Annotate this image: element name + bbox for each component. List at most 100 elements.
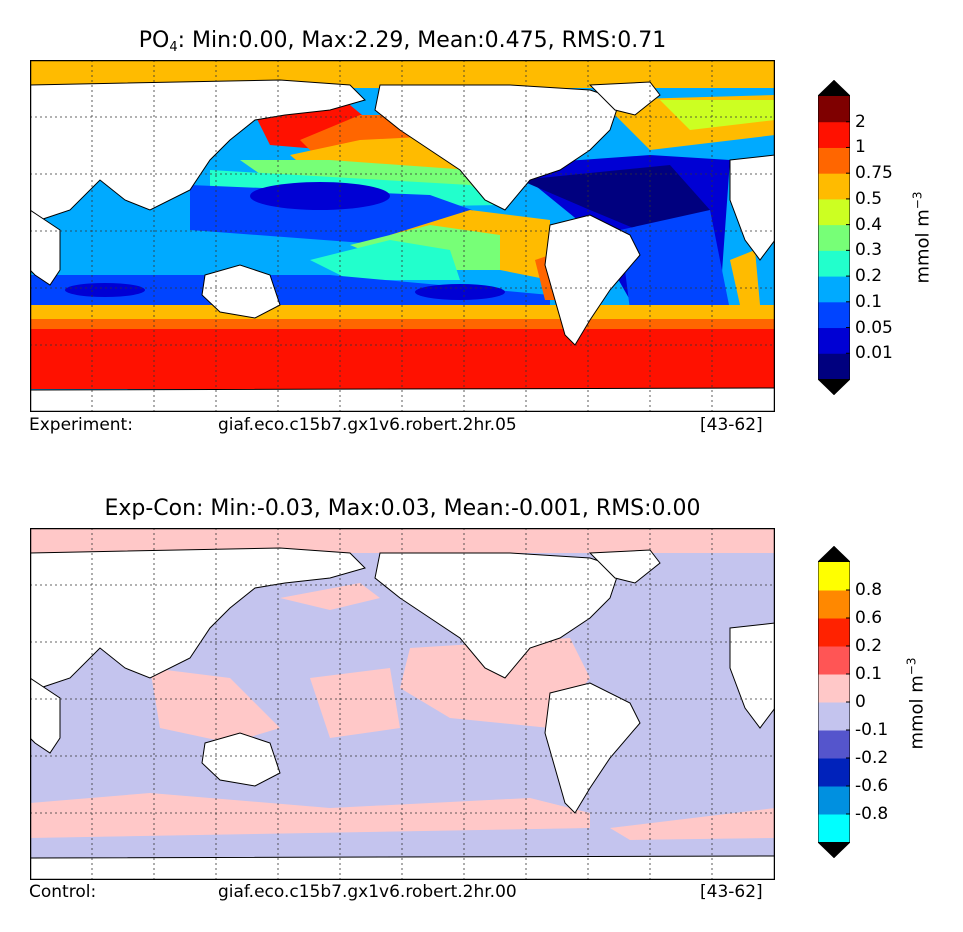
colorbar1-segment [818,327,850,354]
colorbar1-unit: mmol m−3 [911,188,934,288]
colorbar2-outline [818,546,850,858]
map1-field-south-pacific-low [415,284,505,300]
colorbar1-segment [818,250,850,277]
colorbar2-segment [818,618,850,647]
map1-field-nordic-green [660,100,775,130]
map2-frame [30,528,775,880]
colorbar1-tick-label: 0.4 [855,214,883,235]
map2-field-equatorial-positive [400,638,590,728]
map2-field-central-pacific-positive [310,668,400,738]
colorbar1-tick-label: 1 [855,137,866,158]
colorbar2-segment [818,730,850,759]
colorbar2-tick-label: 0.8 [855,580,883,600]
map2-field-north-pacific-positive [280,583,380,610]
map2-land-australia [201,732,281,787]
colorbar1 [818,80,850,395]
colorbar1-segment [818,224,850,251]
colorbar1-segment [818,353,850,380]
map2-footer-years: [43-62] [700,882,763,902]
colorbar2-segment [818,674,850,703]
colorbar2-segment [818,814,850,843]
map1-graticule [30,60,775,412]
colorbar1-extend-min [818,379,850,395]
colorbar2-tick-label: 0 [855,692,866,712]
map2-title: Exp-Con: Min:-0.03, Max:0.03, Mean:-0.00… [104,496,701,521]
map1-title-subscript: 4 [169,40,178,55]
map1-field-southern-red [30,329,775,389]
colorbar2-segment [818,646,850,675]
map1-land-antarctica [30,387,775,412]
map1-title-prefix: PO [138,28,170,53]
colorbar1-segment [818,173,850,200]
map2-field-indian-positive [150,668,280,743]
map2-field-southern-positive-2 [610,808,775,840]
map1-footer-label: Experiment: [29,415,133,435]
map2-footer-case: giaf.eco.c15b7.gx1v6.robert.2hr.00 [218,882,517,902]
colorbar2-unit-base: mmol m [906,675,928,750]
colorbar1-segment [818,198,850,226]
map1-footer-years: [43-62] [700,415,763,435]
colorbar1-segment [818,276,850,303]
map1-field-south-atlantic-blue [620,210,730,310]
colorbar1-tick-label: 0.75 [855,163,893,184]
colorbar1-tick-label: 0.2 [855,266,883,287]
colorbar2-unit: mmol m−3 [905,654,928,754]
map2-land-greenland [588,549,661,584]
map1 [30,60,775,412]
colorbar2 [818,546,850,858]
colorbar1-unit-base: mmol m [912,209,934,284]
map2-land-eurasia [30,547,366,689]
colorbar1-segment [818,147,850,174]
map1-land-eurasia [30,79,366,221]
map1-field-southern-yellow [30,305,775,319]
map1-field-benguela [730,250,760,305]
map1-title-stats: : Min:0.00, Max:2.29, Mean:0.475, RMS:0.… [177,28,667,53]
colorbar2-segment [818,590,850,619]
map1-field-southern-orange [30,319,775,329]
colorbar1-segment [818,301,850,329]
colorbar1-outline [818,80,850,395]
map1-footer-case: giaf.eco.c15b7.gx1v6.robert.2hr.05 [218,415,517,435]
colorbar2-unit-exp: −3 [904,657,919,676]
colorbar1-tick-label: 0.5 [855,188,883,209]
colorbar2-tick-label: 0.6 [855,608,883,628]
colorbar2-tick-label: 0.2 [855,636,883,656]
map2-footer-label: Control: [29,882,97,902]
colorbar1-tick-label: 0.3 [855,240,883,261]
colorbar2-segment [818,786,850,815]
colorbar1-extend-max [818,80,850,96]
colorbar2-tick-label: -0.2 [855,748,889,768]
colorbar2-tick-label: -0.8 [855,804,889,824]
map2-field-arctic-positive [30,528,775,553]
colorbar2-extend-max [818,546,850,562]
colorbar1-segment [818,121,850,148]
colorbar2-segment [818,702,850,731]
map1-field-indian-low [65,283,145,297]
map1-field-subtropical-low [250,182,390,210]
map1-land-africa-east [729,154,775,261]
colorbar1-unit-exp: −3 [910,191,925,210]
colorbar2-tick-label: 0.1 [855,664,883,684]
map1-land-australia [201,264,281,319]
colorbar2-segment [818,758,850,787]
map2-land-africa-east [729,622,775,729]
colorbar2-extend-min [818,842,850,858]
colorbar1-tick-label: 2 [855,111,866,132]
map1-field-atlantic-low [520,165,710,235]
map2-graticule [30,528,775,880]
colorbar2-tick-label: -0.1 [855,720,889,740]
colorbar1-tick-label: 0.1 [855,291,883,312]
map1-title: PO4: Min:0.00, Max:2.29, Mean:0.475, RMS… [30,28,775,55]
map1-field-south-blue [30,275,550,305]
map2-land-antarctica [30,855,775,880]
map1-land-greenland [588,81,661,116]
map1-frame [30,60,775,412]
colorbar2-segment [818,562,850,591]
colorbar1-tick-label: 0.01 [855,343,893,364]
map1-field-equatorial-cyan [310,240,460,280]
colorbar1-segment [818,96,850,123]
map2 [30,528,775,880]
map2-field-southern-positive [30,793,590,838]
colorbar2-tick-label: -0.6 [855,776,889,796]
colorbar1-tick-label: 0.05 [855,317,893,338]
